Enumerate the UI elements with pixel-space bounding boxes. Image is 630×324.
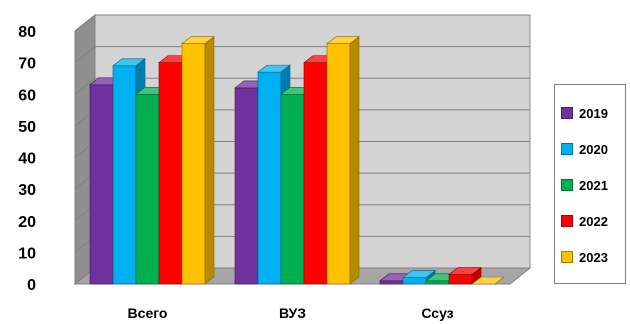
legend-label: 2023 (579, 249, 608, 265)
y-tick-label: 0 (27, 277, 36, 294)
x-category-label: Всего (128, 305, 168, 321)
y-tick-label: 20 (18, 214, 36, 231)
y-tick-label: 70 (18, 56, 36, 73)
legend-swatch (561, 215, 573, 227)
y-tick-label: 80 (18, 24, 36, 41)
legend-label: 2022 (579, 213, 608, 229)
bar-Ссуз-2022 (448, 266, 482, 285)
legend-swatch (561, 107, 573, 119)
legend: 2019 2020 2021 2022 2023 (554, 84, 626, 284)
legend-item: 2020 (561, 141, 608, 157)
bars (89, 36, 505, 285)
bar-Ссуз-2023 (471, 276, 505, 285)
gridline (74, 77, 530, 95)
legend-item: 2022 (561, 213, 608, 229)
legend-label: 2021 (579, 177, 608, 193)
y-axis-ticks: 0 10 20 30 40 50 60 70 80 (18, 24, 36, 294)
legend-label: 2020 (579, 141, 608, 157)
legend-item: 2019 (561, 105, 608, 121)
gridline (74, 46, 530, 64)
y-tick-label: 10 (18, 245, 36, 262)
bar-ВУЗ-2023 (326, 36, 360, 285)
y-tick-label: 60 (18, 87, 36, 104)
legend-swatch (561, 251, 573, 263)
x-category-label: ВУЗ (279, 305, 306, 321)
bar-Всего-2023 (181, 36, 215, 285)
y-tick-label: 40 (18, 151, 36, 168)
x-axis-labels: Всего ВУЗ Ссуз (128, 305, 454, 321)
legend-item: 2023 (561, 249, 608, 265)
x-category-label: Ссуз (421, 305, 453, 321)
legend-swatch (561, 179, 573, 191)
legend-swatch (561, 143, 573, 155)
y-tick-label: 30 (18, 182, 36, 199)
legend-item: 2021 (561, 177, 608, 193)
y-tick-label: 50 (18, 119, 36, 136)
gridline (74, 14, 530, 32)
legend-label: 2019 (579, 105, 608, 121)
